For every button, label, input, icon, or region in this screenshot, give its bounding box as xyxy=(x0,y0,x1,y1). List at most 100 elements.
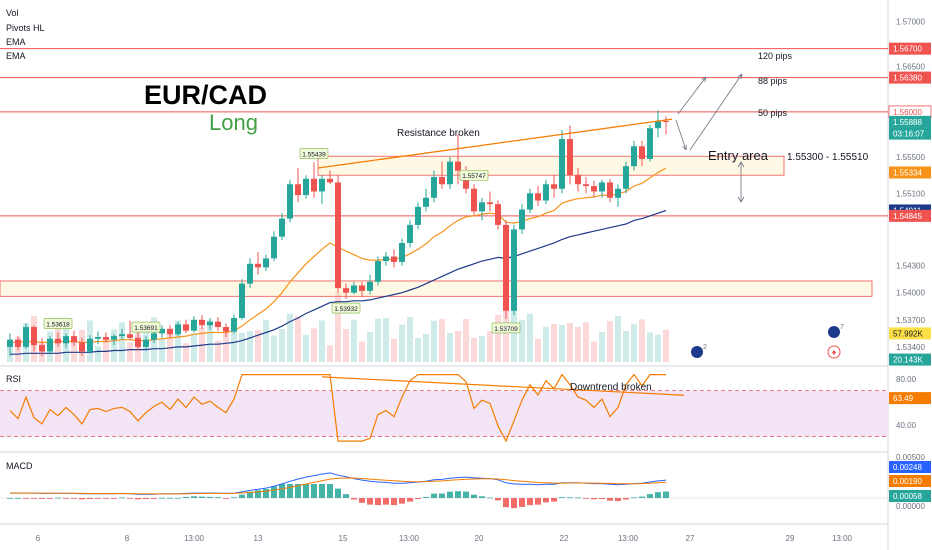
macd-histogram-bar xyxy=(631,497,637,499)
time-tick-label: 20 xyxy=(475,534,484,543)
grid xyxy=(0,0,889,550)
pivot-label: 1.53709 xyxy=(494,326,518,333)
volume-bar xyxy=(263,320,269,362)
rsi-tick-label: 40.00 xyxy=(896,421,917,430)
time-tick-label: 29 xyxy=(786,534,795,543)
candle-body xyxy=(199,319,205,326)
macd-histogram-bar xyxy=(103,498,109,499)
target-arrow-88 xyxy=(677,76,707,115)
candle-body xyxy=(399,242,405,262)
volume-bar xyxy=(247,331,253,362)
volume-bar xyxy=(279,329,285,362)
price-tag xyxy=(889,71,931,84)
candle-body xyxy=(583,184,589,187)
volume-bar xyxy=(287,313,293,362)
candle-body xyxy=(575,175,581,185)
candle-body xyxy=(375,261,381,282)
price-tag-label: 20.143K xyxy=(893,356,923,365)
candle-body xyxy=(247,263,253,284)
candle-body xyxy=(327,178,333,183)
candle-body xyxy=(231,318,237,332)
candle-body xyxy=(607,182,613,198)
candle-body xyxy=(487,202,493,205)
volume-bar xyxy=(503,307,509,362)
price-tick-label: 1.55100 xyxy=(896,189,925,198)
price-tick-label: 1.57000 xyxy=(896,18,925,27)
candle-body xyxy=(295,184,301,196)
volume-bar xyxy=(311,328,317,362)
price-tick-label: 1.54300 xyxy=(896,262,925,271)
candle-body xyxy=(655,120,661,129)
macd-histogram-bar xyxy=(327,484,333,498)
candles[interactable] xyxy=(7,110,669,356)
event-badge-count: 2 xyxy=(703,344,707,351)
price-tag-label: 1.55888 xyxy=(893,118,922,127)
legend-vol: Vol xyxy=(6,8,19,18)
candle-body xyxy=(135,337,141,347)
volume-bar xyxy=(487,331,493,362)
volume-bar xyxy=(447,333,453,362)
macd-histogram-bar xyxy=(175,497,181,499)
pivot-label-box xyxy=(131,321,161,333)
macd-value-label: 0.00190 xyxy=(893,477,922,486)
macd-histogram-bar xyxy=(7,498,13,499)
macd-histogram-bar xyxy=(551,498,557,502)
annotations: 2 7 ♦ xyxy=(317,73,844,359)
candle-body xyxy=(359,285,365,291)
candle-body xyxy=(167,328,173,335)
volume-bar xyxy=(575,327,581,362)
macd-histogram-bar xyxy=(63,498,69,499)
volume-bar xyxy=(423,334,429,362)
macd-histogram-bar xyxy=(167,497,173,499)
candle-body xyxy=(63,336,69,344)
price-tag-label: 57.992K xyxy=(893,329,923,338)
volume-bar xyxy=(375,318,381,362)
macd-histogram-bar xyxy=(479,496,485,498)
candle-body xyxy=(495,204,501,225)
macd-histogram-bar xyxy=(503,498,509,508)
macd-histogram-bar xyxy=(375,498,381,506)
volume-bar xyxy=(351,319,357,362)
price-tag-label: 1.55334 xyxy=(893,168,922,177)
pullback-arrow xyxy=(675,119,687,151)
macd-histogram-bar xyxy=(591,498,597,500)
resistance-broken-label: Resistance broken xyxy=(397,128,480,139)
macd-histogram-bar xyxy=(415,498,421,500)
candle-body xyxy=(599,182,605,192)
price-tag xyxy=(889,353,931,366)
macd-histogram-bar xyxy=(647,494,653,498)
macd-histogram-bar xyxy=(135,498,141,500)
time-tick-label: 13:00 xyxy=(832,534,853,543)
candle-body xyxy=(455,161,461,171)
macd-histogram-bar xyxy=(95,498,101,499)
macd-histogram-bar xyxy=(439,493,445,498)
candle-body xyxy=(255,263,261,268)
price-tick-label: 1.56500 xyxy=(896,63,925,72)
time-tick-label: 13:00 xyxy=(399,534,420,543)
candle-body xyxy=(447,161,453,185)
volume-bar xyxy=(551,324,557,362)
legend-ema-1: EMA xyxy=(6,37,26,47)
volume-bar xyxy=(519,320,525,362)
macd-histogram-bar xyxy=(263,489,269,498)
candle-body xyxy=(127,334,133,338)
macd-histogram-bar xyxy=(199,496,205,498)
macd-histogram-bar xyxy=(191,496,197,498)
price-tag-label: 1.54845 xyxy=(893,212,922,221)
macd-histogram-bar xyxy=(87,498,93,500)
candle-body xyxy=(175,324,181,335)
pivot-label-box xyxy=(459,169,489,181)
volume-bar xyxy=(543,326,549,362)
candle-body xyxy=(191,319,197,331)
candle-body xyxy=(151,333,157,340)
volume-bar xyxy=(431,320,437,362)
macd-histogram-bar xyxy=(487,497,493,499)
pivot-label-box xyxy=(331,302,361,314)
candle-body xyxy=(511,229,517,311)
pivot-label: 1.53691 xyxy=(134,325,158,332)
macd-histogram-bar xyxy=(431,493,437,498)
candle-body xyxy=(503,224,509,311)
candle-body xyxy=(79,342,85,352)
